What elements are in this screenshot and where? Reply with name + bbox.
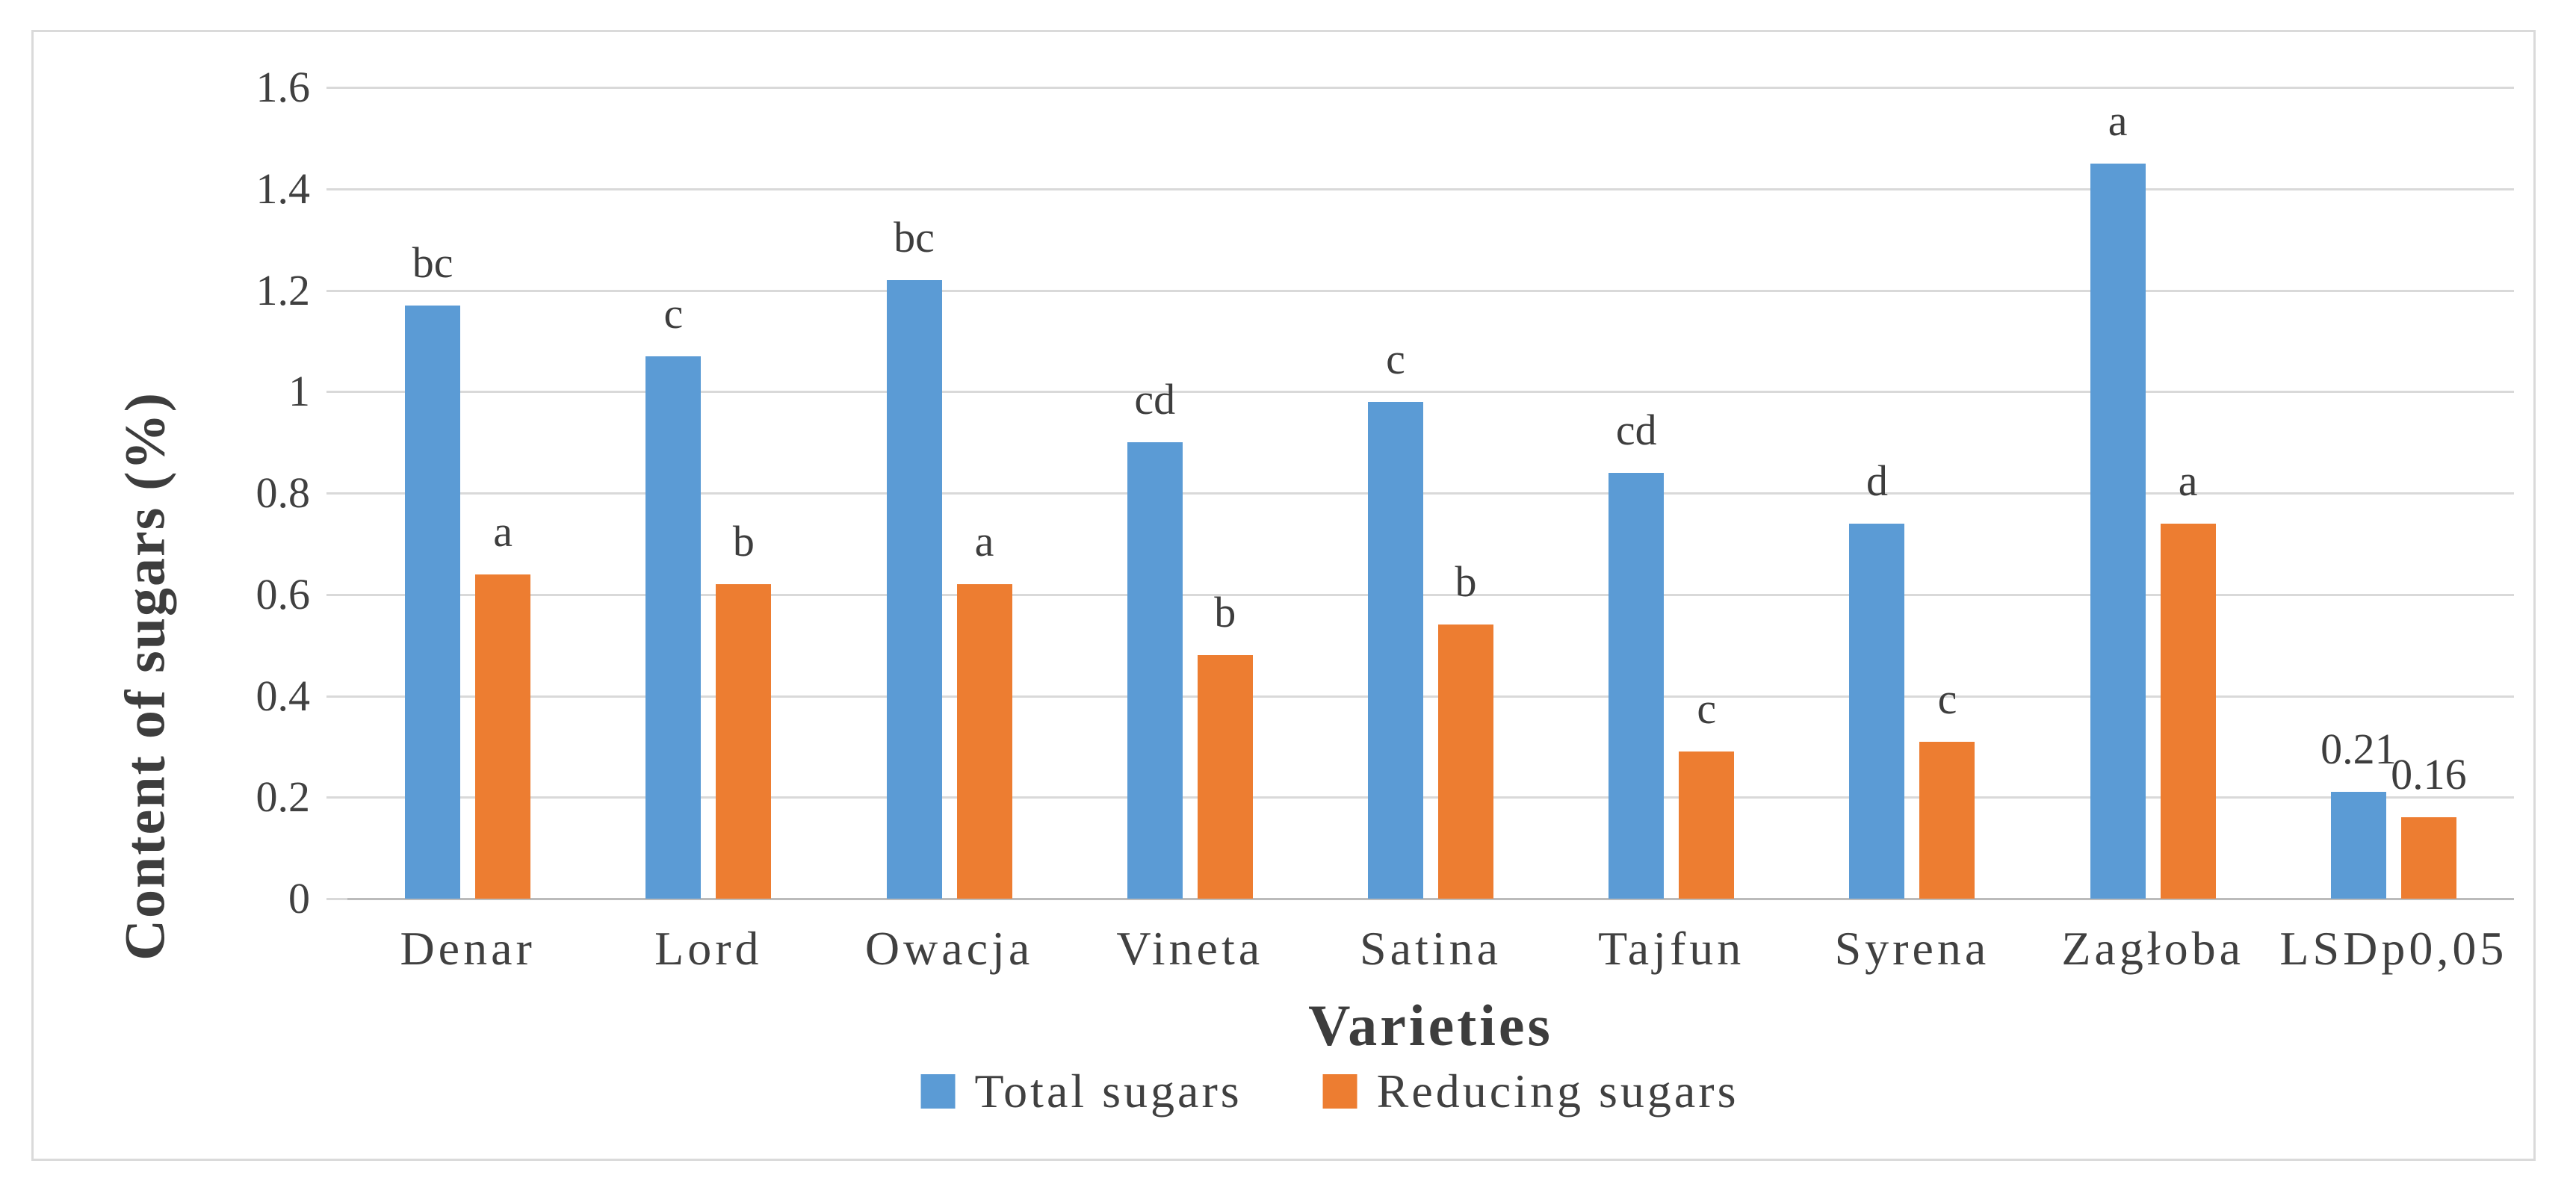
legend-label-total-sugars: Total sugars bbox=[974, 1065, 1242, 1118]
bar-annotation: 0.21 bbox=[2320, 725, 2397, 774]
bar-total-sugars bbox=[1127, 442, 1183, 899]
bar-reducing-sugars bbox=[956, 584, 1012, 899]
bar-annotation: a bbox=[974, 517, 994, 566]
category-label: Satina bbox=[1360, 922, 1502, 975]
y-tick-label: 0.6 bbox=[256, 569, 311, 619]
x-axis-line bbox=[347, 898, 2514, 900]
bar-total-sugars bbox=[2330, 792, 2386, 899]
bar-reducing-sugars bbox=[1919, 741, 1975, 899]
bar-total-sugars bbox=[645, 356, 702, 899]
bar-total-sugars bbox=[1849, 523, 1905, 899]
category-label: Owacja bbox=[864, 922, 1034, 975]
y-axis-title: Content of sugars (%) bbox=[114, 391, 177, 961]
bar-annotation: a bbox=[2108, 96, 2128, 145]
bar-annotation: c bbox=[663, 288, 684, 338]
y-tick-mark bbox=[326, 593, 347, 596]
bar-annotation: b bbox=[1214, 588, 1236, 637]
bar-total-sugars bbox=[1609, 472, 1665, 899]
y-tick-mark bbox=[326, 695, 347, 698]
bar-reducing-sugars bbox=[1679, 752, 1735, 899]
legend-item-reducing-sugars: Reducing sugars bbox=[1322, 1064, 1739, 1119]
legend-label-reducing-sugars: Reducing sugars bbox=[1376, 1065, 1739, 1118]
bar-total-sugars bbox=[405, 305, 461, 899]
gridline bbox=[347, 796, 2514, 799]
category-label: Zagłoba bbox=[2061, 922, 2244, 975]
y-tick-label: 1.4 bbox=[256, 164, 311, 213]
category-label: Lord bbox=[654, 922, 763, 975]
y-tick-label: 1 bbox=[288, 367, 310, 416]
gridline bbox=[347, 391, 2514, 394]
category-label: Vineta bbox=[1116, 922, 1264, 975]
bar-annotation: cd bbox=[1134, 375, 1176, 424]
bar-total-sugars bbox=[1368, 401, 1423, 899]
y-tick-mark bbox=[326, 898, 347, 900]
bar-reducing-sugars bbox=[475, 574, 531, 899]
legend: Total sugars Reducing sugars bbox=[920, 1064, 1739, 1119]
y-tick-mark bbox=[326, 391, 347, 394]
y-tick-label: 0.2 bbox=[256, 772, 311, 822]
gridline bbox=[347, 593, 2514, 596]
bar-annotation: bc bbox=[894, 212, 935, 261]
x-axis-category-labels: Denar Lord Owacja Vineta Satina Tajfun Syrena Z… bbox=[347, 921, 2514, 988]
legend-swatch-total-sugars-icon bbox=[920, 1074, 956, 1109]
gridline bbox=[347, 188, 2514, 190]
bar-annotation: b bbox=[1455, 557, 1477, 607]
bar-reducing-sugars bbox=[1438, 625, 1493, 899]
bar-reducing-sugars bbox=[1197, 655, 1253, 899]
y-tick-label: 1.2 bbox=[256, 265, 311, 314]
bar-reducing-sugars bbox=[2160, 523, 2216, 899]
legend-swatch-reducing-sugars-icon bbox=[1322, 1074, 1357, 1109]
y-tick-mark bbox=[326, 289, 347, 292]
plot-area: 0 0.2 0.4 0.6 0.8 1 1.2 1.4 1.6 bc a c b bc a cd b c b cd c d… bbox=[256, 63, 2514, 923]
category-label: Denar bbox=[400, 922, 536, 975]
bar-total-sugars bbox=[886, 279, 942, 899]
bar-annotation: b bbox=[732, 517, 755, 566]
gridline bbox=[347, 492, 2514, 495]
y-tick-mark bbox=[326, 87, 347, 89]
bar-annotation: c bbox=[1697, 684, 1717, 734]
bar-annotation: d bbox=[1866, 456, 1888, 505]
y-tick-mark bbox=[326, 188, 347, 190]
y-tick-label: 1.6 bbox=[256, 63, 311, 111]
legend-item-total-sugars: Total sugars bbox=[920, 1064, 1242, 1119]
gridline bbox=[347, 87, 2514, 89]
bar-annotation: bc bbox=[412, 238, 453, 287]
bar-annotation: a bbox=[2178, 456, 2198, 505]
bar-annotation: c bbox=[1386, 334, 1405, 383]
y-tick-label: 0.4 bbox=[256, 671, 311, 720]
y-tick-label: 0.8 bbox=[256, 468, 311, 517]
y-tick-label: 0 bbox=[288, 874, 310, 923]
bar-annotation: 0.16 bbox=[2391, 750, 2467, 799]
category-label: Tajfun bbox=[1598, 922, 1745, 975]
bar-total-sugars bbox=[2090, 163, 2146, 899]
gridline bbox=[347, 289, 2514, 292]
category-label: Syrena bbox=[1834, 922, 1990, 975]
bar-annotation: c bbox=[1937, 674, 1957, 723]
y-tick-mark bbox=[326, 492, 347, 495]
gridline bbox=[347, 695, 2514, 698]
bar-annotation: cd bbox=[1615, 405, 1657, 454]
bar-reducing-sugars bbox=[716, 584, 772, 899]
y-tick-mark bbox=[326, 796, 347, 799]
x-axis-title: Varieties bbox=[1308, 993, 1553, 1058]
bar-annotation: a bbox=[493, 506, 513, 556]
bar-reducing-sugars bbox=[2400, 817, 2456, 899]
category-label: LSDp0,05 bbox=[2279, 922, 2508, 975]
